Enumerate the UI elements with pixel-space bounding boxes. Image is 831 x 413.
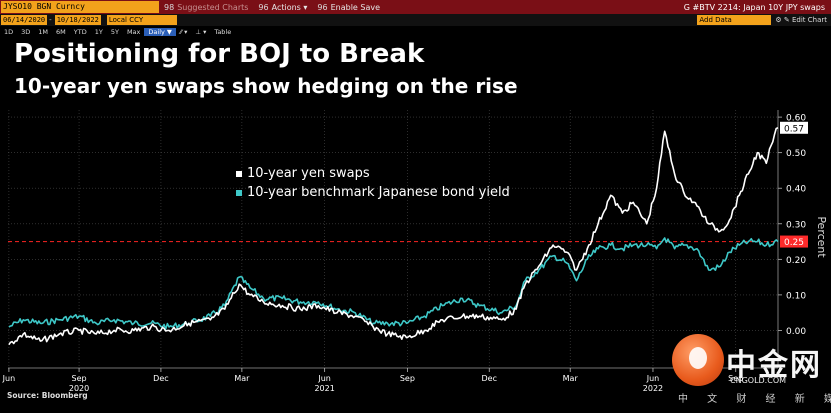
end-date-input[interactable]: 10/18/2022	[54, 15, 101, 25]
y-tick-label: 0.40	[786, 185, 806, 195]
table-button[interactable]: Table	[214, 27, 232, 36]
watermark-tagline: 中 文 财 经 新 媒 体	[678, 394, 831, 405]
last-value-badge	[780, 121, 808, 134]
enable-save-label: Enable Save	[330, 2, 381, 12]
watermark-url: CNGOLD.COM	[730, 376, 787, 385]
chart-tools[interactable]: ⚙ ✎ Edit Chart	[771, 16, 831, 24]
x-year-label: 2022	[643, 384, 663, 393]
jgb-series-line	[8, 237, 779, 330]
legend: 10-year yen swaps 10-year benchmark Japan…	[236, 166, 510, 200]
date-range-bar: 06/14/2020 - 10/18/2022 Local CCY Add Da…	[0, 14, 831, 26]
cngold-watermark: 中金网 CNGOLD.COM 中 文 财 经 新 媒 体	[668, 330, 831, 410]
legend-swatch	[236, 171, 242, 177]
suggested-charts-menu[interactable]: 98 Suggested Charts	[159, 1, 253, 13]
cngold-logo-icon	[672, 334, 724, 386]
y-tick-label: 0.30	[786, 220, 806, 230]
ruler-icon[interactable]: ⊥ ▾	[195, 27, 207, 36]
timeframe-tab-1[interactable]: 3D	[21, 27, 31, 36]
x-tick-label: Sep	[728, 374, 743, 383]
timeframe-tab-4[interactable]: YTD	[73, 27, 87, 36]
settings-icon[interactable]: ⚙	[775, 16, 784, 24]
x-tick-label: Mar	[563, 374, 579, 383]
reference-value-label: 0.25	[784, 238, 804, 248]
line-icon[interactable]: ⁄⁄ ▾	[179, 27, 188, 36]
x-year-label: 2020	[69, 384, 89, 393]
legend-label: 10-year yen swaps	[247, 166, 370, 181]
x-tick-label: Dec	[153, 374, 168, 383]
actions-menu[interactable]: 96 Actions ▾	[253, 1, 312, 13]
currency-select[interactable]: Local CCY	[106, 15, 177, 25]
swap-series-line	[8, 127, 779, 346]
pencil-icon[interactable]: ✎	[783, 16, 792, 24]
actions-label: Actions	[271, 2, 301, 12]
suggested-charts-number: 98	[164, 2, 175, 12]
x-year-label: 2021	[314, 384, 334, 393]
enable-save-button[interactable]: 96 Enable Save	[312, 1, 385, 13]
timeframe-tabs: 1D 3D 1M 6M YTD 1Y 5Y Max Daily ▼	[0, 27, 176, 36]
y-tick-label: 0.20	[786, 256, 806, 266]
x-tick-label: Jun	[317, 374, 331, 383]
timeframe-bar: 1D 3D 1M 6M YTD 1Y 5Y Max Daily ▼ ⁄⁄ ▾ ⊥ ▾ Table	[0, 26, 831, 37]
date-separator: -	[49, 16, 52, 24]
y-tick-label: 0.10	[786, 291, 806, 301]
timeframe-tab-6[interactable]: 5Y	[110, 27, 119, 36]
y-axis: 0.00 0.10 0.20 0.30 0.40 0.50 0.60	[777, 110, 806, 368]
chevron-down-icon: ▾	[300, 2, 308, 12]
add-data-input[interactable]: Add Data	[697, 15, 772, 25]
start-date-input[interactable]: 06/14/2020	[1, 15, 48, 25]
x-tick-label: Sep	[72, 374, 87, 383]
chart-title: Positioning for BOJ to Break	[14, 39, 425, 69]
x-tick-label: Jun	[2, 374, 16, 383]
y-tick-label: 0.60	[786, 114, 806, 124]
x-tick-label: Dec	[482, 374, 497, 383]
ticker-field[interactable]: JYSO10 BGN Curncy	[1, 1, 159, 13]
legend-swatch	[236, 190, 242, 196]
x-tick-label: Jun	[646, 374, 660, 383]
watermark-name: 中金网	[726, 348, 822, 383]
terminal-toolbar: JYSO10 BGN Curncy 98 Suggested Charts 96…	[0, 0, 831, 14]
grid	[8, 110, 778, 366]
series-lines	[8, 127, 779, 346]
chart-subtitle: 10-year yen swaps show hedging on the ri…	[14, 74, 518, 98]
edit-chart-button[interactable]: Edit Chart	[791, 16, 827, 24]
suggested-charts-label: Suggested Charts	[177, 2, 249, 12]
security-description: G #BTV 2214: Japan 10Y JPY swaps	[683, 2, 825, 12]
legend-label: 10-year benchmark Japanese bond yield	[247, 185, 510, 200]
timeframe-tab-0[interactable]: 1D	[4, 27, 14, 36]
last-value-label: 0.57	[784, 124, 804, 134]
timeframe-tab-2[interactable]: 1M	[38, 27, 49, 36]
timeframe-tab-7[interactable]: Max	[126, 27, 141, 36]
y-axis-label: Percent	[815, 216, 828, 258]
timeframe-tab-3[interactable]: 6M	[56, 27, 66, 36]
x-tick-label: Sep	[400, 374, 415, 383]
y-tick-label: 0.00	[786, 327, 806, 337]
source-note: Source: Bloomberg	[7, 391, 88, 400]
reference-value-badge	[780, 235, 808, 248]
timeframe-tab-8[interactable]: Daily ▼	[144, 27, 176, 36]
y-tick-label: 0.50	[786, 149, 806, 159]
x-tick-label: Mar	[234, 374, 250, 383]
value-badges: 0.25 0.57	[780, 121, 808, 248]
timeframe-tab-5[interactable]: 1Y	[94, 27, 103, 36]
actions-number: 96	[258, 2, 269, 12]
enable-save-number: 96	[317, 2, 328, 12]
